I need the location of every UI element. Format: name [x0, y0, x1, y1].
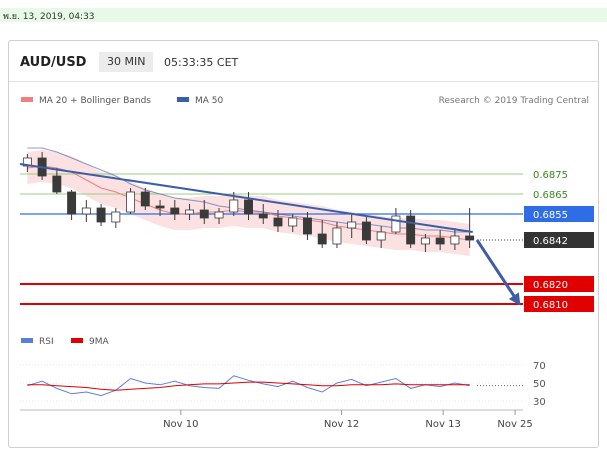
rsi-tick-70: 70	[533, 361, 546, 372]
chart-header: AUD/USD 30 MIN 05:33:35 CET	[9, 41, 598, 82]
candle-body	[361, 221, 371, 241]
level-box-0.6810	[524, 296, 594, 312]
ma50-legend-label: MA 50	[195, 96, 224, 106]
level-label-0.6855: 0.6855	[533, 210, 568, 221]
level-label-0.6810: 0.6810	[533, 300, 568, 311]
candle-body	[435, 237, 445, 245]
candle-body	[81, 207, 91, 215]
level-label-0.6875: 0.6875	[533, 170, 568, 181]
timestamp-bar: พ.ย. 13, 2019, 04:33	[0, 8, 607, 22]
projection-arrow-head	[508, 292, 521, 306]
candle-body	[376, 231, 386, 241]
candle-body	[420, 237, 430, 245]
current-price-box	[524, 232, 594, 248]
candle-body	[52, 175, 62, 193]
ma9-legend-swatch	[71, 338, 83, 343]
candle-body	[111, 211, 121, 223]
level-box-0.6820	[524, 276, 594, 292]
candle-body	[170, 207, 180, 215]
candle-body	[126, 191, 136, 213]
current-price-label: 0.6842	[533, 236, 568, 247]
candle-body	[96, 207, 106, 223]
x-axis: Nov 10 Nov 12 Nov 13 Nov 25	[20, 409, 533, 430]
x-tick-label: Nov 13	[425, 419, 460, 430]
rsi-tick-50: 50	[533, 379, 546, 390]
trendline	[19, 163, 473, 233]
ma50-legend-swatch	[177, 97, 189, 102]
rsi-tick-30: 30	[533, 397, 546, 408]
candle-body	[258, 213, 268, 219]
candle-body	[391, 215, 401, 233]
candle-body	[406, 215, 416, 245]
currency-pair: AUD/USD	[20, 55, 87, 70]
ma20-legend-swatch	[21, 97, 33, 102]
projection-arrow-shaft	[475, 239, 521, 305]
ma9-line	[27, 381, 470, 391]
candle-body	[273, 217, 283, 227]
candle-body	[199, 209, 209, 219]
candle-body	[332, 227, 342, 245]
candle-body	[185, 209, 194, 215]
credit-text: Research © 2019 Trading Central	[439, 96, 589, 106]
candle-body	[155, 205, 165, 209]
timeframe-badge[interactable]: 30 MIN	[99, 52, 154, 72]
level-box-0.6855	[524, 206, 594, 222]
candle-body	[229, 199, 239, 213]
candle-body	[214, 211, 224, 219]
price-panel: 0.6875 0.6865 0.6855 0.6842 0.6820 0.6810	[19, 147, 594, 312]
ma20-legend-label: MA 20 + Bollinger Bands	[39, 96, 151, 106]
candle-body	[303, 217, 312, 235]
chart-time: 05:33:35 CET	[164, 56, 239, 69]
rsi-line	[27, 375, 470, 397]
candle-body	[450, 235, 460, 245]
candle-body	[347, 221, 357, 229]
rsi-legend-label: RSI	[39, 337, 54, 347]
candle-body	[288, 217, 298, 227]
candle-body	[465, 235, 475, 241]
level-label-0.6820: 0.6820	[533, 280, 568, 291]
x-tick-label: Nov 25	[497, 419, 532, 430]
x-tick-label: Nov 12	[324, 419, 359, 430]
ma9-legend-label: 9MA	[89, 337, 109, 347]
candle-body	[140, 191, 150, 207]
candle-body	[67, 191, 77, 215]
rsi-legend-swatch	[21, 338, 33, 343]
timestamp: พ.ย. 13, 2019, 04:33	[3, 12, 95, 22]
candle-body	[244, 199, 253, 215]
x-tick-label: Nov 10	[163, 419, 198, 430]
level-label-0.6865: 0.6865	[533, 190, 568, 201]
chart-card: AUD/USD 30 MIN 05:33:35 CET	[8, 40, 599, 448]
candle-body	[317, 233, 327, 245]
rsi-panel: 70 50 30	[20, 361, 546, 408]
